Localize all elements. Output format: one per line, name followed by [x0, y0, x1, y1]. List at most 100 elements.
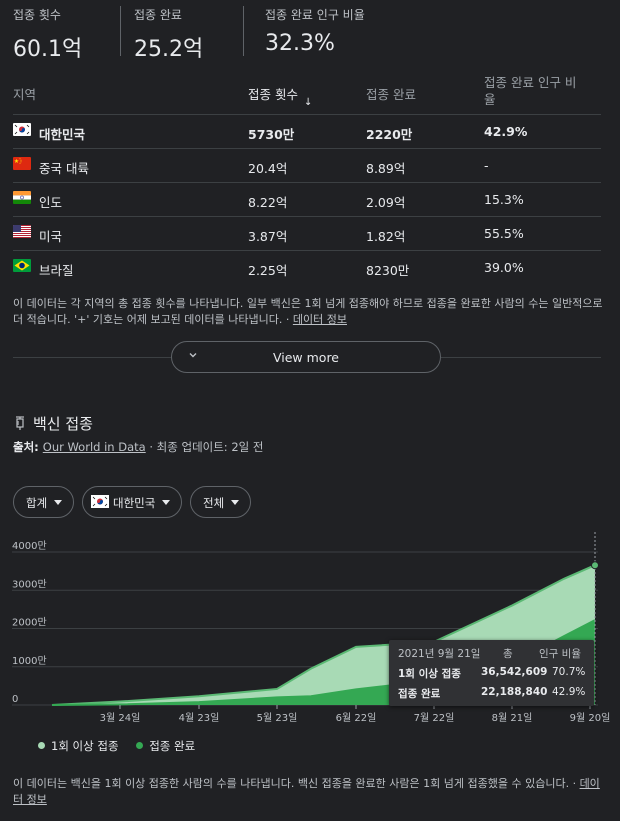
- row-name: 인도: [39, 195, 63, 210]
- table-row[interactable]: 대한민국 5730만 2220만 42.9%: [13, 115, 601, 149]
- row-doses: 8.22억: [248, 195, 288, 210]
- row-pct: 55.5%: [484, 226, 524, 241]
- x-tick-label: 7월 22일: [414, 712, 455, 724]
- table-row[interactable]: 인도 8.22억 2.09억 15.3%: [13, 183, 601, 217]
- in-flag-icon: [13, 191, 31, 204]
- y-tick-label: 2000만: [12, 617, 47, 629]
- tooltip-col-pct: 인구 비율: [539, 648, 581, 660]
- row-pct: 39.0%: [484, 260, 524, 275]
- stat-doses: 접종 횟수 60.1억: [13, 6, 82, 63]
- legend-dot-icon: [38, 742, 45, 749]
- table-row[interactable]: 미국 3.87억 1.82억 55.5%: [13, 217, 601, 251]
- table-footnote: 이 데이터는 각 지역의 총 접종 횟수를 나타냅니다. 일부 백신은 1회 넘…: [13, 296, 607, 328]
- row-name: 브라질: [39, 263, 74, 278]
- stat-doses-label: 접종 횟수: [13, 8, 61, 22]
- us-flag-icon: [13, 225, 31, 238]
- metric-dropdown-label: 합계: [26, 496, 48, 510]
- header-doses[interactable]: 접종 횟수 ↓: [248, 84, 312, 108]
- chart-footnote: 이 데이터는 백신을 1회 이상 접종한 사람의 수를 나타냅니다. 백신 접종…: [13, 776, 607, 808]
- row-name: 중국 대륙: [39, 161, 89, 176]
- x-tick-label: 4월 23일: [179, 712, 220, 724]
- x-tick-label: 9월 20일: [570, 712, 611, 724]
- br-flag-icon: [13, 259, 31, 272]
- row-pct: -: [484, 158, 489, 173]
- stat-completed-value: 25.2억: [134, 37, 204, 62]
- hover-point: [591, 561, 599, 570]
- table-row[interactable]: 중국 대륙 20.4억 8.89억 -: [13, 149, 601, 183]
- y-tick-label: 3000만: [12, 578, 47, 590]
- source-prefix: 출처:: [13, 440, 43, 454]
- header-completed[interactable]: 접종 완료: [366, 87, 416, 102]
- stat-completed: 접종 완료 25.2억: [134, 6, 203, 63]
- row-pct: 42.9%: [484, 124, 528, 139]
- y-tick-label: 1000만: [12, 655, 47, 667]
- stat-doses-value: 60.1억: [13, 37, 83, 62]
- dropdown-caret-icon: [162, 500, 170, 505]
- tooltip-col-total: 총: [503, 648, 513, 660]
- chart-tooltip: 2021년 9월 21일 총 인구 비율 1회 이상 접종 36,542,609…: [389, 640, 594, 706]
- divider: [243, 6, 244, 56]
- x-tick-label: 6월 22일: [336, 712, 377, 724]
- row-doses: 3.87억: [248, 229, 288, 244]
- header-pct-line1: 접종 완료 인구 비: [484, 75, 577, 90]
- row-completed: 1.82억: [366, 229, 406, 244]
- syringe-icon: [13, 415, 27, 431]
- row-name: 미국: [39, 229, 63, 244]
- row-name: 대한민국: [39, 127, 86, 142]
- metric-dropdown[interactable]: 합계: [13, 486, 74, 518]
- cn-flag-icon: [13, 157, 31, 170]
- view-more-label: View more: [272, 350, 339, 365]
- dropdown-caret-icon: [54, 500, 62, 505]
- tooltip-row-label: 접종 완료: [398, 688, 441, 700]
- legend-item[interactable]: 1회 이상 접종: [38, 738, 119, 754]
- divider: [13, 357, 171, 358]
- stat-pct-label: 접종 완료 인구 비율: [265, 8, 365, 22]
- kr-flag-icon: [91, 495, 109, 508]
- stat-pct-value: 32.3%: [265, 31, 335, 56]
- legend-item[interactable]: 접종 완료: [136, 738, 195, 754]
- row-completed: 2.09억: [366, 195, 406, 210]
- tooltip-row-pct: 70.7%: [552, 666, 586, 678]
- tooltip-row-label: 1회 이상 접종: [398, 668, 461, 680]
- region-dropdown[interactable]: 대한민국: [82, 486, 182, 518]
- section-title: 백신 접종: [13, 413, 93, 434]
- footnote-text: 이 데이터는 백신을 1회 이상 접종한 사람의 수를 나타냅니다. 백신 접종…: [13, 777, 580, 790]
- header-doses-label: 접종 횟수: [248, 87, 298, 102]
- source-link[interactable]: Our World in Data: [42, 440, 146, 454]
- y-tick-label: 0: [12, 694, 18, 705]
- row-doses: 5730만: [248, 127, 295, 142]
- header-pct-line2: 율: [484, 92, 496, 107]
- footnote-text: 이 데이터는 각 지역의 총 접종 횟수를 나타냅니다. 일부 백신은 1회 넘…: [13, 297, 603, 326]
- x-tick-label: 3월 24일: [100, 712, 141, 724]
- scope-dropdown[interactable]: 전체: [190, 486, 251, 518]
- vaccination-table: 지역 접종 횟수 ↓ 접종 완료 접종 완료 인구 비 율 대한민국 5730만…: [13, 72, 601, 285]
- source-line: 출처: Our World in Data · 최종 업데이트: 2일 전: [13, 439, 263, 455]
- table-row[interactable]: 브라질 2.25억 8230만 39.0%: [13, 251, 601, 285]
- row-doses: 2.25억: [248, 263, 288, 278]
- header-region[interactable]: 지역: [13, 87, 37, 102]
- y-tick-label: 4000만: [12, 540, 47, 552]
- row-pct: 15.3%: [484, 192, 524, 207]
- stat-completed-label: 접종 완료: [134, 8, 182, 22]
- legend-dot-icon: [136, 742, 144, 749]
- legend-label: 접종 완료: [149, 739, 196, 753]
- kr-flag-icon: [13, 123, 31, 136]
- table-header: 지역 접종 횟수 ↓ 접종 완료 접종 완료 인구 비 율: [13, 72, 601, 115]
- view-more-button[interactable]: View more: [171, 341, 441, 373]
- scope-dropdown-label: 전체: [203, 496, 225, 510]
- source-sep: ·: [145, 440, 157, 454]
- updated-label: 최종 업데이트:: [156, 440, 228, 454]
- stats-bar: 접종 횟수 60.1억 접종 완료 25.2억 접종 완료 인구 비율 32.3…: [0, 0, 620, 66]
- region-dropdown-label: 대한민국: [113, 496, 156, 510]
- data-info-link[interactable]: 데이터 정보: [13, 777, 600, 806]
- data-info-link[interactable]: 데이터 정보: [292, 313, 347, 326]
- sort-down-icon: ↓: [303, 97, 313, 108]
- chevron-down-icon: [188, 349, 198, 363]
- series-line: [51, 564, 596, 706]
- legend-label: 1회 이상 접종: [51, 739, 119, 753]
- divider: [441, 357, 601, 358]
- tooltip-date: 2021년 9월 21일: [398, 648, 481, 660]
- header-pct[interactable]: 접종 완료 인구 비 율: [484, 74, 576, 108]
- row-completed: 8230만: [366, 263, 410, 278]
- tooltip-row-pct: 42.9%: [552, 686, 586, 698]
